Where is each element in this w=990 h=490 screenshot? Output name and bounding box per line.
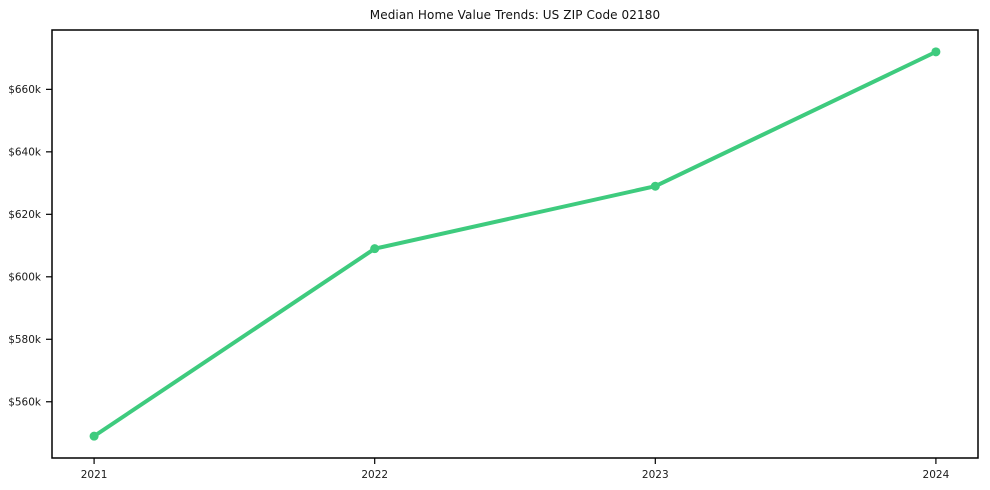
y-tick-label: $660k: [8, 84, 42, 96]
chart-title: Median Home Value Trends: US ZIP Code 02…: [369, 8, 661, 22]
data-point-marker: [931, 47, 941, 57]
y-tick-label: $640k: [8, 146, 42, 158]
plot-area: [52, 30, 978, 458]
x-tick-label: 2022: [361, 469, 388, 481]
data-point-marker: [650, 181, 660, 191]
x-tick-label: 2023: [642, 469, 669, 481]
plot-border: [51, 29, 979, 459]
y-tick-label: $600k: [8, 271, 42, 283]
x-tick-label: 2021: [81, 469, 108, 481]
data-point-marker: [89, 431, 99, 441]
x-tick-label: 2024: [923, 469, 950, 481]
y-tick-label: $580k: [8, 334, 42, 346]
y-tick-label: $620k: [8, 209, 42, 221]
y-tick-label: $560k: [8, 396, 42, 408]
data-line: [92, 49, 938, 439]
data-point-marker: [370, 244, 380, 254]
